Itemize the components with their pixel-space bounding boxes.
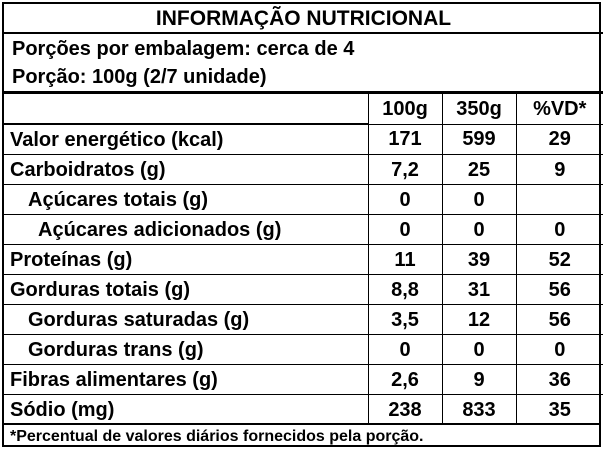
value-350g: 833 bbox=[441, 394, 517, 424]
table-row: Gorduras totais (g) 8,8 31 56 bbox=[4, 274, 603, 305]
nutrient-name: Valor energético (kcal) bbox=[4, 123, 369, 155]
nutrient-name: Proteínas (g) bbox=[4, 244, 369, 275]
value-vd: 56 bbox=[515, 304, 603, 335]
value-100g: 11 bbox=[367, 244, 443, 275]
value-350g: 0 bbox=[441, 214, 517, 245]
value-100g: 2,6 bbox=[367, 364, 443, 395]
table-row: Fibras alimentares (g) 2,6 9 36 bbox=[4, 364, 603, 395]
value-350g: 25 bbox=[441, 154, 517, 185]
table-row: Proteínas (g) 11 39 52 bbox=[4, 244, 603, 275]
column-header-100g: 100g bbox=[367, 94, 443, 125]
nutrient-name: Fibras alimentares (g) bbox=[4, 364, 369, 395]
value-100g: 8,8 bbox=[367, 274, 443, 305]
footnote: *Percentual de valores diários fornecido… bbox=[10, 428, 424, 445]
value-350g: 31 bbox=[441, 274, 517, 305]
value-vd: 0 bbox=[515, 214, 603, 245]
column-header-vd: %VD* bbox=[515, 94, 603, 125]
value-100g: 3,5 bbox=[367, 304, 443, 335]
table-row: Gorduras trans (g) 0 0 0 bbox=[4, 334, 603, 365]
value-100g: 7,2 bbox=[367, 154, 443, 185]
table-row: Açúcares totais (g) 0 0 bbox=[4, 184, 603, 215]
value-vd: 52 bbox=[515, 244, 603, 275]
table-row: Valor energético (kcal) 171 599 29 bbox=[4, 123, 603, 155]
value-100g: 0 bbox=[367, 214, 443, 245]
servings-per-package: Porções por embalagem: cerca de 4 bbox=[12, 38, 355, 60]
value-vd bbox=[515, 184, 603, 215]
nutrient-name: Gorduras totais (g) bbox=[4, 274, 369, 305]
serving-size: Porção: 100g (2/7 unidade) bbox=[12, 66, 267, 88]
value-100g: 171 bbox=[367, 123, 443, 155]
value-vd: 0 bbox=[515, 334, 603, 365]
value-vd: 56 bbox=[515, 274, 603, 305]
value-350g: 0 bbox=[441, 184, 517, 215]
nutrient-name: Açúcares adicionados (g) bbox=[4, 214, 369, 245]
table-row: Gorduras saturadas (g) 3,5 12 56 bbox=[4, 304, 603, 335]
table-row: Carboidratos (g) 7,2 25 9 bbox=[4, 154, 603, 185]
value-vd: 36 bbox=[515, 364, 603, 395]
empty-header-cell bbox=[4, 94, 369, 124]
nutrient-name: Açúcares totais (g) bbox=[4, 184, 369, 215]
value-350g: 599 bbox=[441, 123, 517, 155]
value-350g: 9 bbox=[441, 364, 517, 395]
value-350g: 0 bbox=[441, 334, 517, 365]
footnote-divider bbox=[4, 423, 599, 425]
value-vd: 35 bbox=[515, 394, 603, 424]
value-100g: 0 bbox=[367, 184, 443, 215]
label-title: INFORMAÇÃO NUTRICIONAL bbox=[4, 4, 603, 34]
value-350g: 39 bbox=[441, 244, 517, 275]
value-100g: 238 bbox=[367, 394, 443, 424]
nutrient-name: Gorduras saturadas (g) bbox=[4, 304, 369, 335]
value-100g: 0 bbox=[367, 334, 443, 365]
column-header-350g: 350g bbox=[441, 94, 517, 125]
nutrient-name: Carboidratos (g) bbox=[4, 154, 369, 185]
nutrition-table: 100g 350g %VD* Valor energético (kcal) 1… bbox=[4, 94, 603, 424]
nutrient-name: Gorduras trans (g) bbox=[4, 334, 369, 365]
value-vd: 29 bbox=[515, 123, 603, 155]
value-vd: 9 bbox=[515, 154, 603, 185]
table-header-row: 100g 350g %VD* bbox=[4, 94, 603, 125]
value-350g: 12 bbox=[441, 304, 517, 335]
nutrient-name: Sódio (mg) bbox=[4, 394, 369, 424]
table-row: Açúcares adicionados (g) 0 0 0 bbox=[4, 214, 603, 245]
header-divider bbox=[4, 91, 603, 94]
table-row: Sódio (mg) 238 833 35 bbox=[4, 394, 603, 424]
